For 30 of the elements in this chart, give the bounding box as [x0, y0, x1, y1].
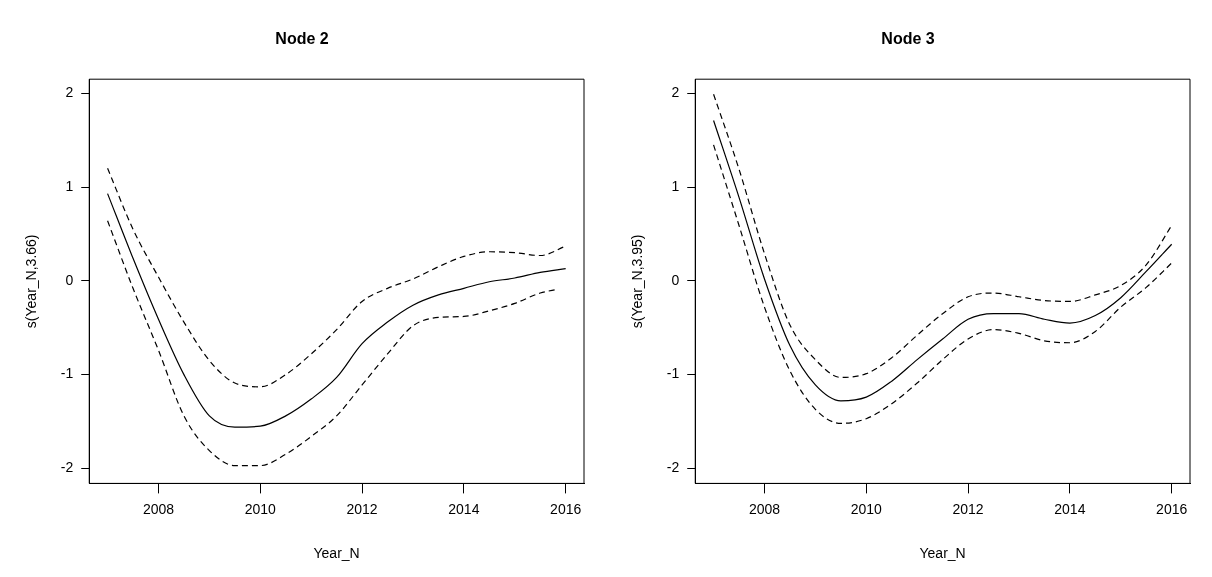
x-tick-label: 2012 — [346, 500, 378, 517]
chart-title: Node 3 — [881, 30, 935, 48]
x-tick-label: 2010 — [244, 500, 277, 517]
y-tick-label: 2 — [65, 84, 74, 101]
y-tick-label: 2 — [671, 84, 680, 101]
y-tick-label: -1 — [666, 365, 680, 382]
y-axis-title: s(Year_N,3.66) — [23, 234, 40, 329]
line-series — [712, 119, 1173, 402]
y-axis-title: s(Year_N,3.95) — [629, 234, 646, 329]
line-series — [712, 144, 1173, 424]
y-tick-label: 0 — [671, 271, 680, 288]
x-tick-label: 2016 — [1156, 500, 1188, 517]
x-tick-label: 2008 — [748, 500, 781, 517]
y-tick-label: 1 — [671, 177, 680, 194]
x-tick-label: 2014 — [1054, 500, 1086, 517]
y-tick-label: -2 — [666, 459, 680, 476]
x-axis-title: Year_N — [313, 545, 360, 562]
x-tick-label: 2008 — [142, 500, 175, 517]
x-tick-label: 2016 — [550, 500, 582, 517]
x-tick-label: 2014 — [448, 500, 480, 517]
x-tick-label: 2010 — [850, 500, 883, 517]
y-tick-label: -2 — [60, 459, 74, 476]
line-series — [712, 93, 1173, 379]
y-tick-label: 1 — [65, 177, 74, 194]
x-axis-title: Year_N — [919, 545, 966, 562]
y-tick-label: -1 — [60, 365, 74, 382]
y-tick-label: 0 — [65, 271, 74, 288]
line-series — [106, 193, 567, 428]
x-tick-label: 2012 — [952, 500, 984, 517]
chart-title: Node 2 — [275, 30, 329, 48]
